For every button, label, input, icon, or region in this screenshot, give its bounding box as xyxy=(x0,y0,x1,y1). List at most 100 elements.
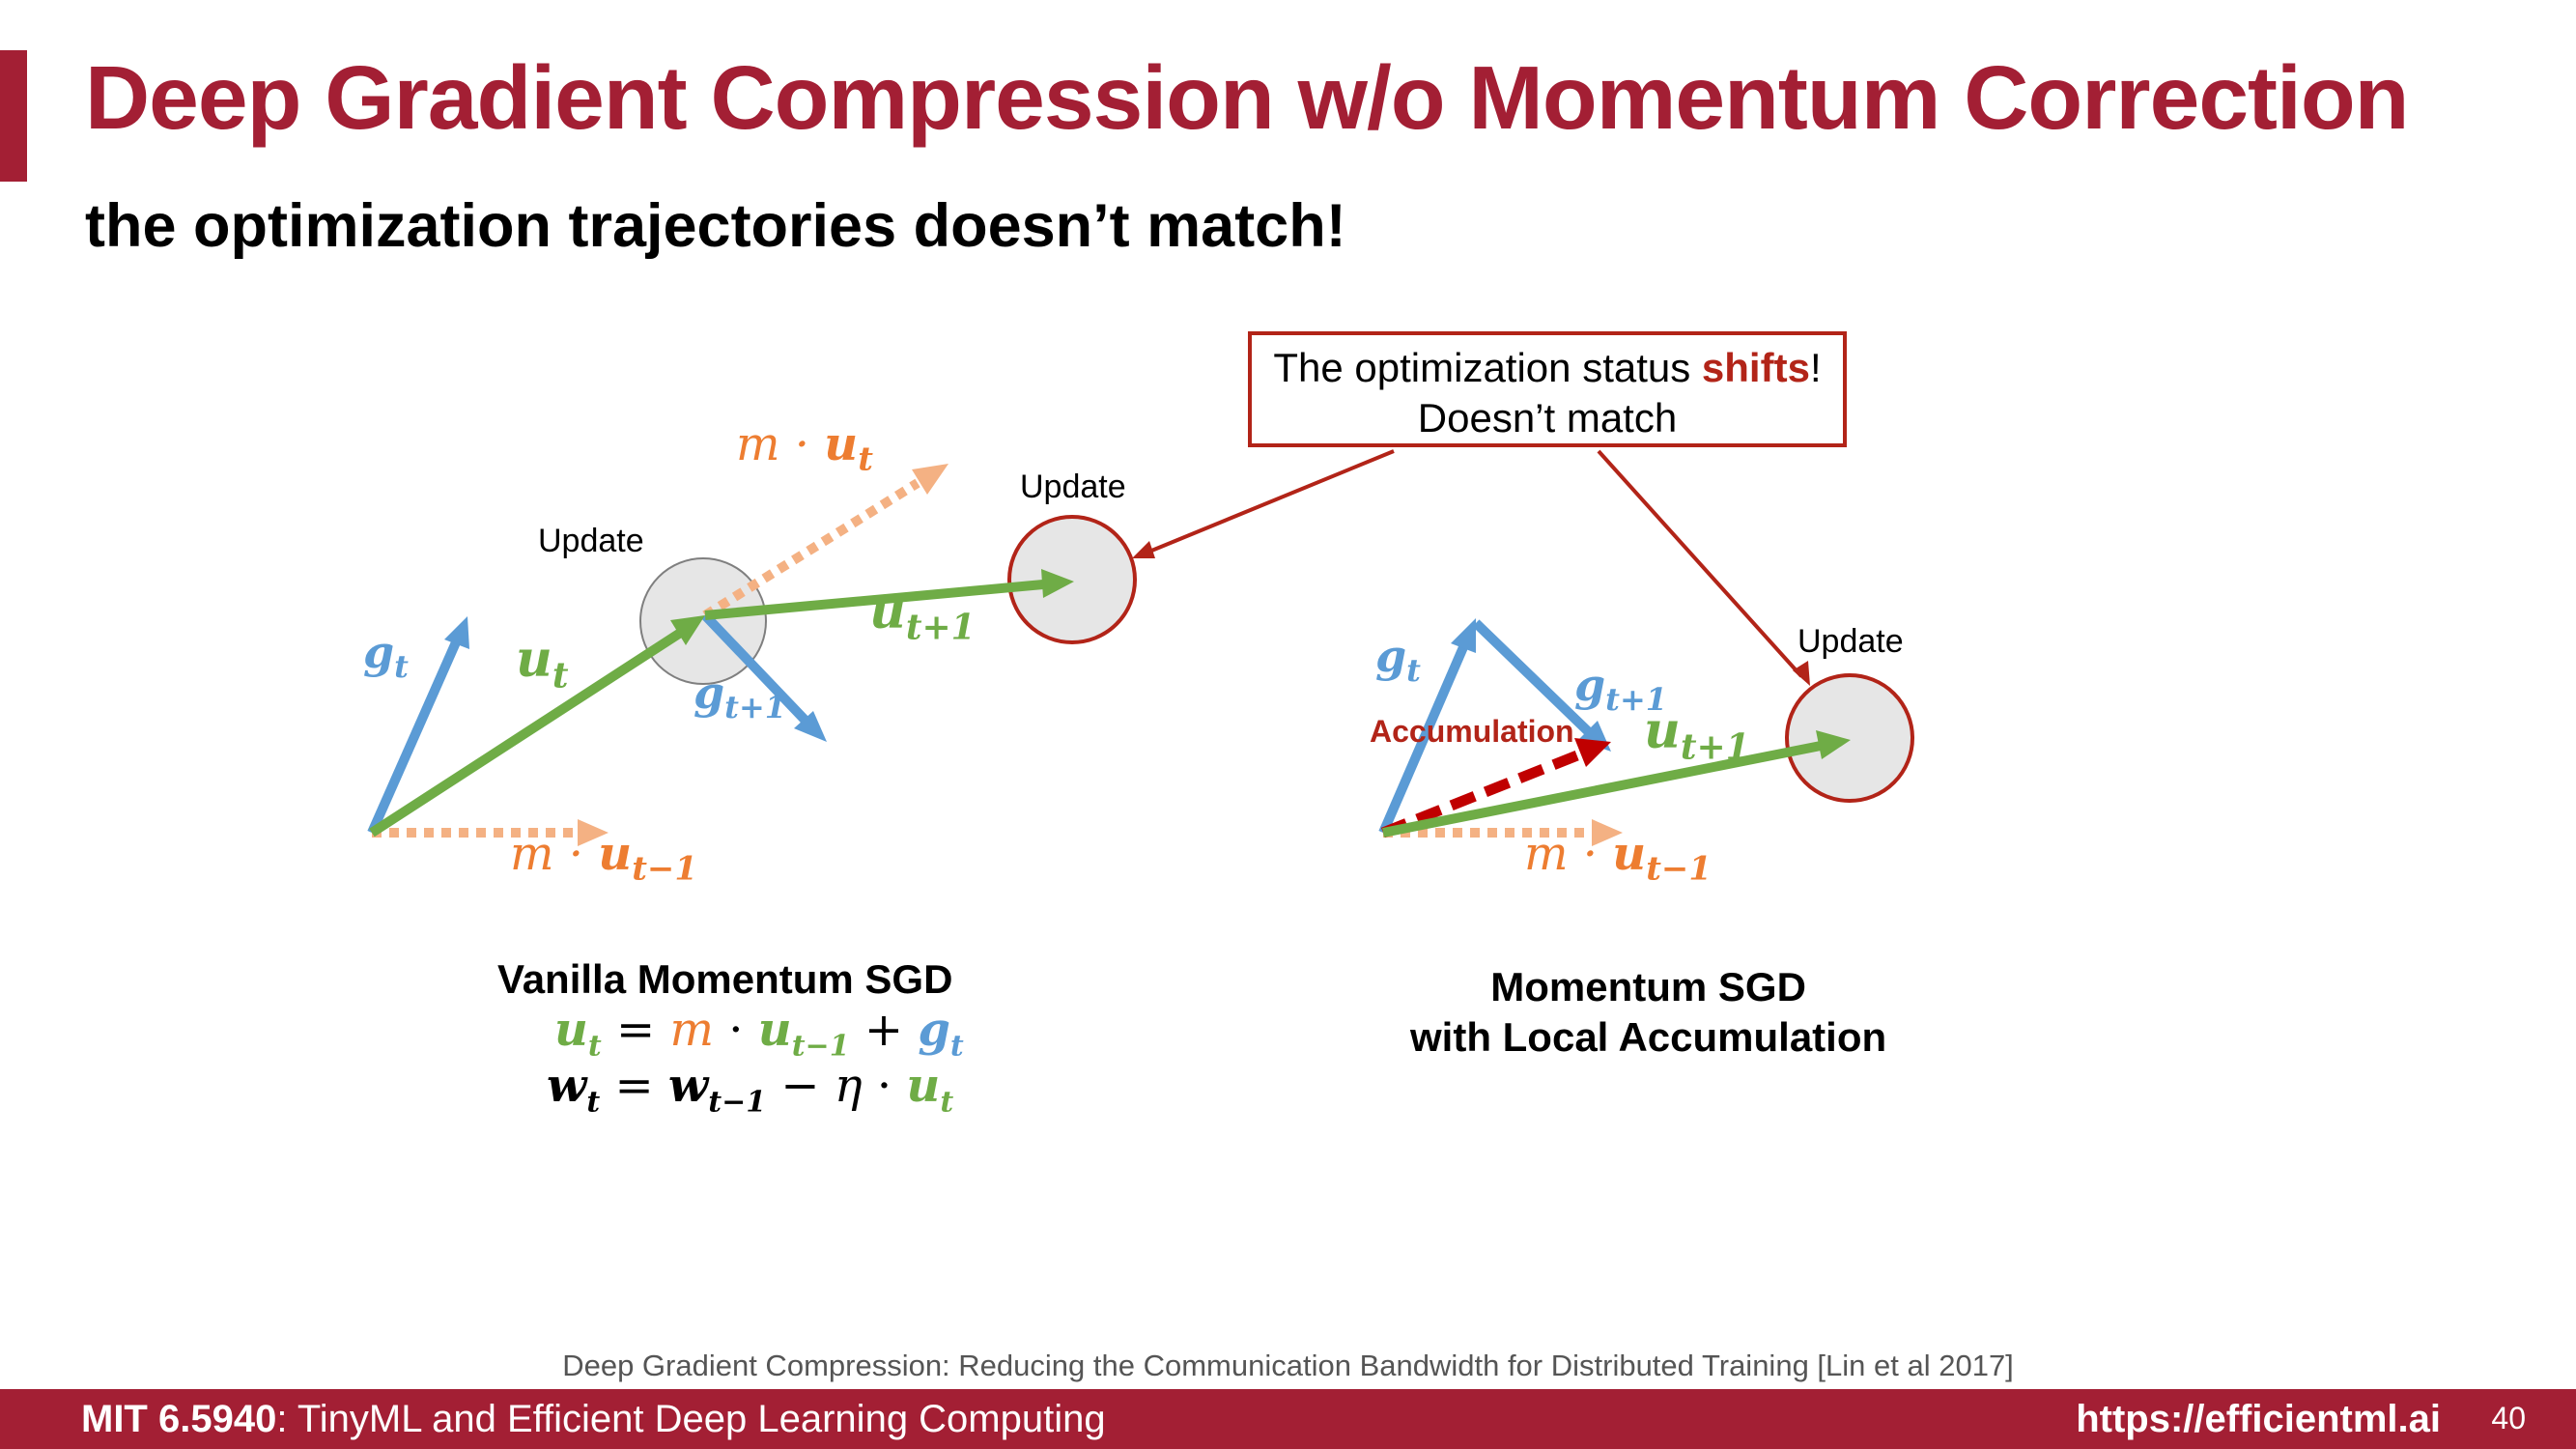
label-gt-right-sub: t xyxy=(1406,652,1421,690)
label-ut-left-sub: t xyxy=(552,655,569,696)
callout-line-left xyxy=(1144,449,1395,555)
eq1-u-sub: t xyxy=(587,1029,602,1064)
label-gt1-right-g: g xyxy=(1574,659,1606,711)
footer-url-link[interactable]: https://efficientml.ai xyxy=(2076,1398,2441,1440)
update-circle-t1 xyxy=(1007,515,1137,644)
label-gt-left-g: g xyxy=(363,626,395,678)
caption-momentum-accumulation: Momentum SGD with Local Accumulation xyxy=(1410,962,1886,1063)
eq2-u: u xyxy=(906,1059,941,1113)
update-arrow-ut1-right xyxy=(1382,741,1822,838)
slide-subtitle: the optimization trajectories doesn’t ma… xyxy=(85,192,1346,260)
label-ut1-left: ut+1 xyxy=(869,582,976,647)
eq1-g: g xyxy=(918,1003,950,1057)
eq2-w2-sub: t−1 xyxy=(708,1085,767,1120)
gradient-arrow-gt1 xyxy=(701,611,809,724)
footer-page-number: 40 xyxy=(2491,1401,2526,1435)
label-gt1-left-sub: t+1 xyxy=(724,689,787,726)
label-m-ut-u: u xyxy=(824,417,859,471)
update-arrowhead-ut1-right xyxy=(1816,730,1851,759)
slide-title: Deep Gradient Compression w/o Momentum C… xyxy=(85,47,2409,148)
accumulation-label: Accumulation xyxy=(1370,714,1574,749)
footer-bar: MIT 6.5940: TinyML and Efficient Deep Le… xyxy=(0,1389,2576,1449)
status-text-pre: The optimization status xyxy=(1273,345,1702,390)
eq1-g-sub: t xyxy=(949,1029,964,1064)
status-callout-box: The optimization status shifts! Doesn’t … xyxy=(1248,331,1847,447)
eq1-m: m xyxy=(669,1003,715,1057)
eq1-plus: + xyxy=(849,1003,919,1057)
label-m-utm1-right-m: m · xyxy=(1524,827,1599,881)
label-gt-right-g: g xyxy=(1375,630,1407,682)
status-text-post: ! xyxy=(1809,345,1822,390)
gradient-arrowhead-gt xyxy=(444,616,469,649)
label-ut1-right-sub: t+1 xyxy=(1680,726,1750,768)
eq1-equals: = xyxy=(601,1003,670,1057)
gradient-arrow-gt-right xyxy=(1378,645,1468,835)
update-arrowhead-ut xyxy=(670,615,705,645)
momentum-arrowhead-t xyxy=(912,464,948,495)
update-arrow-ut1 xyxy=(704,580,1044,620)
label-m-ut-sub: t xyxy=(858,440,873,479)
label-m-utm1-left: m · ut−1 xyxy=(510,827,697,889)
footer-course-name: : TinyML and Efficient Deep Learning Com… xyxy=(276,1398,1106,1440)
label-m-ut: m · ut xyxy=(736,417,873,479)
status-text-highlight: shifts xyxy=(1701,345,1810,390)
label-ut1-left-sub: t+1 xyxy=(905,607,976,648)
update-label-left-t: Update xyxy=(538,523,644,559)
eq2-u-sub: t xyxy=(940,1085,954,1120)
eq1-u2: u xyxy=(757,1003,792,1057)
callout-line-right xyxy=(1597,449,1803,678)
label-m-utm1-right-u: u xyxy=(1612,827,1647,881)
eq1-dot: · xyxy=(714,1003,758,1057)
label-ut1-right: ut+1 xyxy=(1644,701,1750,767)
caption-momentum-line1: Momentum SGD xyxy=(1490,964,1806,1009)
title-accent-bar xyxy=(0,50,27,182)
label-gt1-left-g: g xyxy=(694,667,725,719)
eq2-equals: = xyxy=(600,1059,668,1113)
eq2-minus: − xyxy=(766,1059,835,1113)
eq1-u: u xyxy=(554,1003,588,1057)
status-text-line2: Doesn’t match xyxy=(1417,395,1678,440)
label-gt-right: gt xyxy=(1375,630,1421,689)
label-m-utm1-right-sub: t−1 xyxy=(1646,849,1713,889)
eq1-u2-sub: t−1 xyxy=(791,1029,850,1064)
gradient-arrowhead-gt-right xyxy=(1451,618,1476,653)
eq2-w: w xyxy=(547,1059,587,1113)
reference-citation: Deep Gradient Compression: Reducing the … xyxy=(562,1349,2014,1382)
momentum-arrowhead-right xyxy=(1592,819,1623,846)
gradient-arrow-gt1-right xyxy=(1472,619,1593,736)
eq2-eta: η xyxy=(834,1059,863,1113)
label-ut1-right-u: u xyxy=(1644,701,1681,760)
label-m-utm1-left-m: m · xyxy=(510,827,584,881)
label-m-utm1-left-sub: t−1 xyxy=(632,849,698,889)
equation-momentum: ut = m · ut−1 + gt xyxy=(554,1003,964,1064)
label-gt1-right: gt+1 xyxy=(1574,659,1667,718)
footer-course-code: MIT 6.5940 xyxy=(81,1398,277,1440)
footer-course: MIT 6.5940: TinyML and Efficient Deep Le… xyxy=(81,1398,1106,1441)
caption-momentum-line2: with Local Accumulation xyxy=(1410,1014,1887,1060)
update-arrow-ut xyxy=(369,627,685,838)
label-ut1-left-u: u xyxy=(869,582,906,640)
update-arrowhead-ut1 xyxy=(1041,569,1074,598)
momentum-arrowhead-t-1 xyxy=(578,819,609,846)
label-m-utm1-right: m · ut−1 xyxy=(1524,827,1712,889)
accumulation-arrowhead xyxy=(1574,738,1611,767)
gradient-arrowhead-gt1 xyxy=(794,711,827,742)
label-m-utm1-left-u: u xyxy=(598,827,633,881)
label-ut-left-u: u xyxy=(516,630,552,689)
update-label-right: Update xyxy=(1798,623,1904,660)
update-circle-accumulated xyxy=(1785,673,1914,803)
callout-arrowhead-right xyxy=(1793,661,1810,686)
eq2-w-sub: t xyxy=(586,1085,601,1120)
label-gt-left-sub: t xyxy=(394,648,409,686)
caption-vanilla-momentum: Vanilla Momentum SGD xyxy=(497,956,953,1002)
label-ut-left: ut xyxy=(516,630,568,696)
momentum-arrow-t xyxy=(702,478,920,620)
label-gt-left: gt xyxy=(363,626,409,685)
eq2-w2: w xyxy=(667,1059,709,1113)
equation-weight-update: wt = wt−1 − η · ut xyxy=(547,1059,953,1120)
callout-arrowhead-left xyxy=(1132,541,1155,558)
eq2-dot: · xyxy=(862,1059,907,1113)
gradient-arrow-gt xyxy=(367,639,461,836)
update-label-left-t1: Update xyxy=(1020,469,1126,505)
label-m-ut-m: m · xyxy=(736,417,810,471)
